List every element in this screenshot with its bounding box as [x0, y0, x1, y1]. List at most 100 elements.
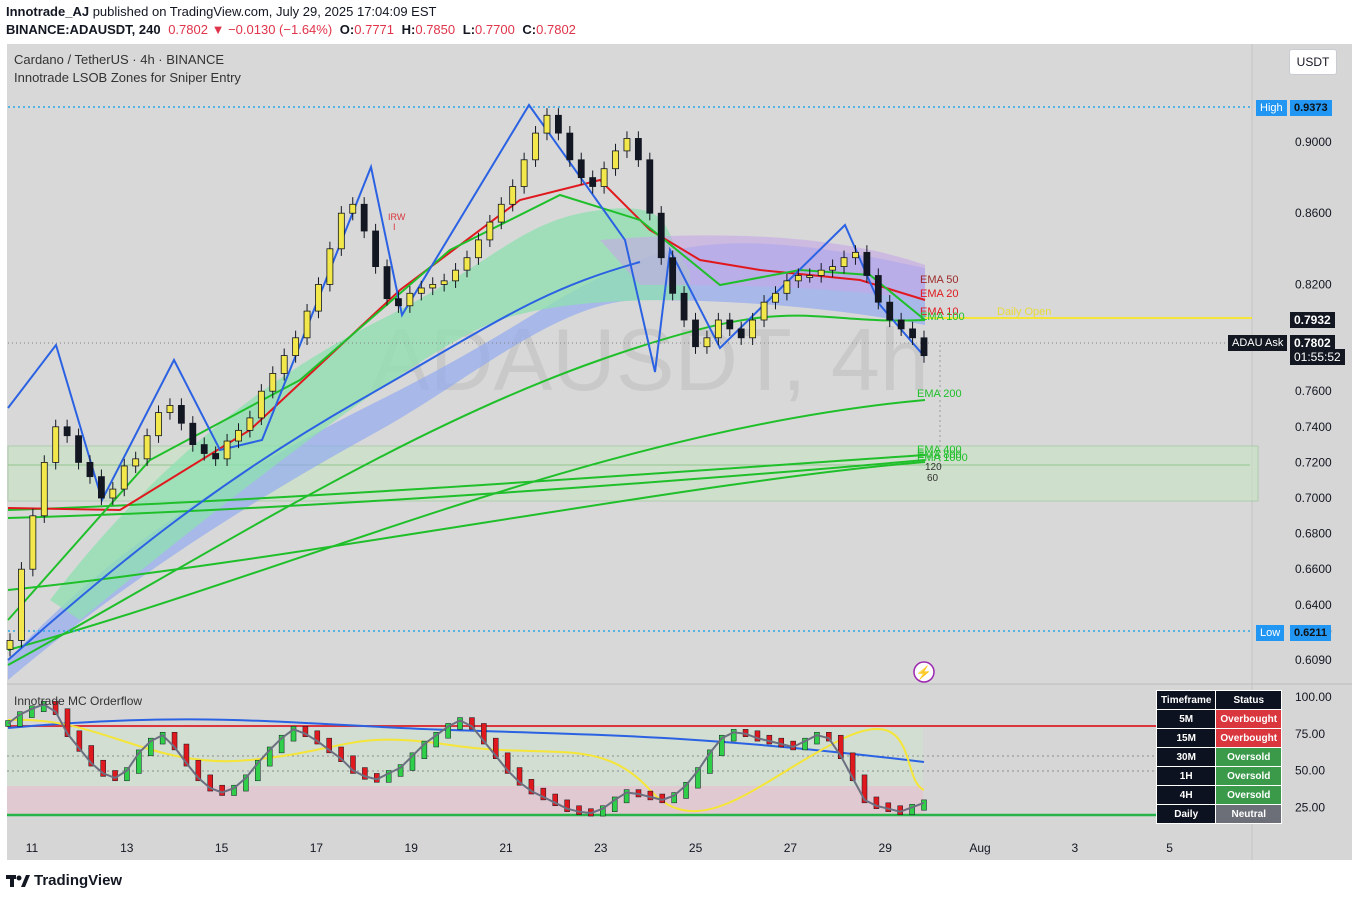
- candles-group: [6, 108, 928, 657]
- ema-400-line: [7, 454, 926, 511]
- candle-body: [223, 440, 231, 460]
- time-tick-label: 23: [594, 841, 608, 855]
- currency-button[interactable]: USDT: [1289, 49, 1337, 75]
- down-arrow-icon: ▼: [211, 22, 225, 37]
- flash-glyph: ⚡: [916, 665, 932, 681]
- status-tf: 30M: [1155, 747, 1217, 767]
- candle-body: [429, 283, 437, 289]
- status-table-header: Timeframe Status: [1155, 690, 1283, 710]
- ema-100-label: EMA 100: [920, 311, 965, 323]
- time-tick-label: 29: [879, 841, 893, 855]
- time-tick-label: 13: [120, 841, 134, 855]
- last-price: 0.7802: [168, 22, 208, 37]
- osc-bar: [302, 726, 309, 737]
- osc-bar: [683, 782, 689, 799]
- status-tf: 5M: [1155, 709, 1217, 729]
- candle-body: [177, 405, 185, 424]
- osc-bar: [873, 796, 880, 809]
- candle-body: [326, 248, 334, 285]
- osc-bar: [671, 792, 677, 804]
- osc-bar: [754, 730, 761, 742]
- osc-bar: [516, 767, 523, 786]
- osc-bar: [266, 746, 273, 767]
- indicator-title[interactable]: Innotrade LSOB Zones for Sniper Entry: [14, 70, 241, 85]
- osc-bar: [290, 726, 297, 742]
- candle-body: [532, 132, 539, 161]
- side-number-60: 60: [927, 473, 939, 484]
- countdown-pill: 01:55:52: [1290, 349, 1345, 365]
- candle-body: [520, 159, 528, 187]
- osc-bar: [707, 749, 713, 774]
- candle-body: [52, 426, 60, 463]
- osc-bar: [433, 732, 440, 748]
- candle-body: [440, 280, 448, 285]
- close-label: C:: [522, 22, 537, 37]
- status-tf: 15M: [1155, 728, 1217, 748]
- publisher-name[interactable]: Innotrade_AJ: [6, 4, 90, 19]
- osc-bar: [861, 774, 868, 804]
- osc-bar: [576, 805, 582, 815]
- candle-body: [166, 405, 174, 413]
- ema-1000-line: [7, 461, 926, 591]
- ema-blue-line: [7, 261, 641, 661]
- time-axis-ticks: 11 13 15 17 19 21 23 25 27 29 Aug 3 5: [26, 841, 1173, 855]
- candle-body: [452, 269, 459, 282]
- osc-bar: [623, 789, 630, 804]
- candle-body: [257, 390, 265, 419]
- time-tick-label: 3: [1071, 841, 1078, 855]
- candle-body: [863, 251, 871, 276]
- osc-tick-label: 25.00: [1295, 800, 1325, 814]
- osc-bar: [148, 737, 154, 757]
- osc-title[interactable]: Innotrade MC Orderflow: [14, 694, 143, 708]
- candle-body: [349, 203, 357, 214]
- candle-body: [475, 239, 482, 259]
- status-value: Oversold: [1215, 766, 1283, 786]
- candle-body: [760, 301, 768, 321]
- price-tick-label: 0.7200: [1295, 455, 1332, 469]
- osc-bar: [552, 793, 558, 807]
- ask-label-pill: ADAU Ask: [1228, 335, 1288, 351]
- candle-body: [589, 177, 597, 187]
- price-tick-label: 0.9000: [1295, 135, 1332, 149]
- osc-bar: [207, 774, 213, 792]
- osc-bar: [385, 770, 392, 783]
- zigzag-label-i: I: [393, 222, 396, 232]
- status-value: Overbought: [1215, 709, 1283, 729]
- candle-body: [909, 328, 916, 339]
- candle-body: [98, 476, 105, 499]
- price-tick-label: 0.6090: [1295, 653, 1332, 667]
- candle-body: [612, 150, 619, 170]
- candle-body: [543, 114, 551, 134]
- candle-body: [486, 221, 494, 241]
- candle-body: [337, 212, 345, 250]
- candle-body: [315, 283, 322, 312]
- time-tick-label: 15: [215, 841, 229, 855]
- footer-logo[interactable]: TradingView: [6, 872, 122, 889]
- timeframe-header: Timeframe: [1155, 690, 1217, 710]
- candle-body: [669, 257, 677, 294]
- osc-bar: [314, 730, 321, 745]
- alert-flash-icon[interactable]: [913, 661, 935, 683]
- status-row: 15M Overbought: [1155, 728, 1283, 748]
- osc-lower-zone: [7, 786, 923, 814]
- ema-100-line: [7, 314, 926, 666]
- candle-body: [749, 319, 757, 339]
- status-row: 4H Oversold: [1155, 785, 1283, 805]
- ohlc-line: BINANCE:ADAUSDT, 240 0.7802 ▼ −0.0130 (−…: [6, 22, 576, 37]
- osc-bar: [647, 790, 654, 801]
- status-header: Status: [1215, 690, 1283, 710]
- candle-body: [86, 461, 94, 478]
- status-row: 30M Oversold: [1155, 747, 1283, 767]
- osc-bar: [814, 732, 820, 745]
- candle-body: [657, 212, 665, 259]
- osc-bar: [457, 717, 463, 730]
- osc-bar: [469, 717, 475, 730]
- osc-bar: [766, 734, 773, 745]
- candle-body: [714, 319, 722, 339]
- osc-bar: [219, 784, 225, 796]
- candle-body: [280, 355, 288, 374]
- osc-bar: [195, 759, 202, 782]
- osc-bar: [183, 743, 190, 767]
- osc-bar: [338, 746, 344, 762]
